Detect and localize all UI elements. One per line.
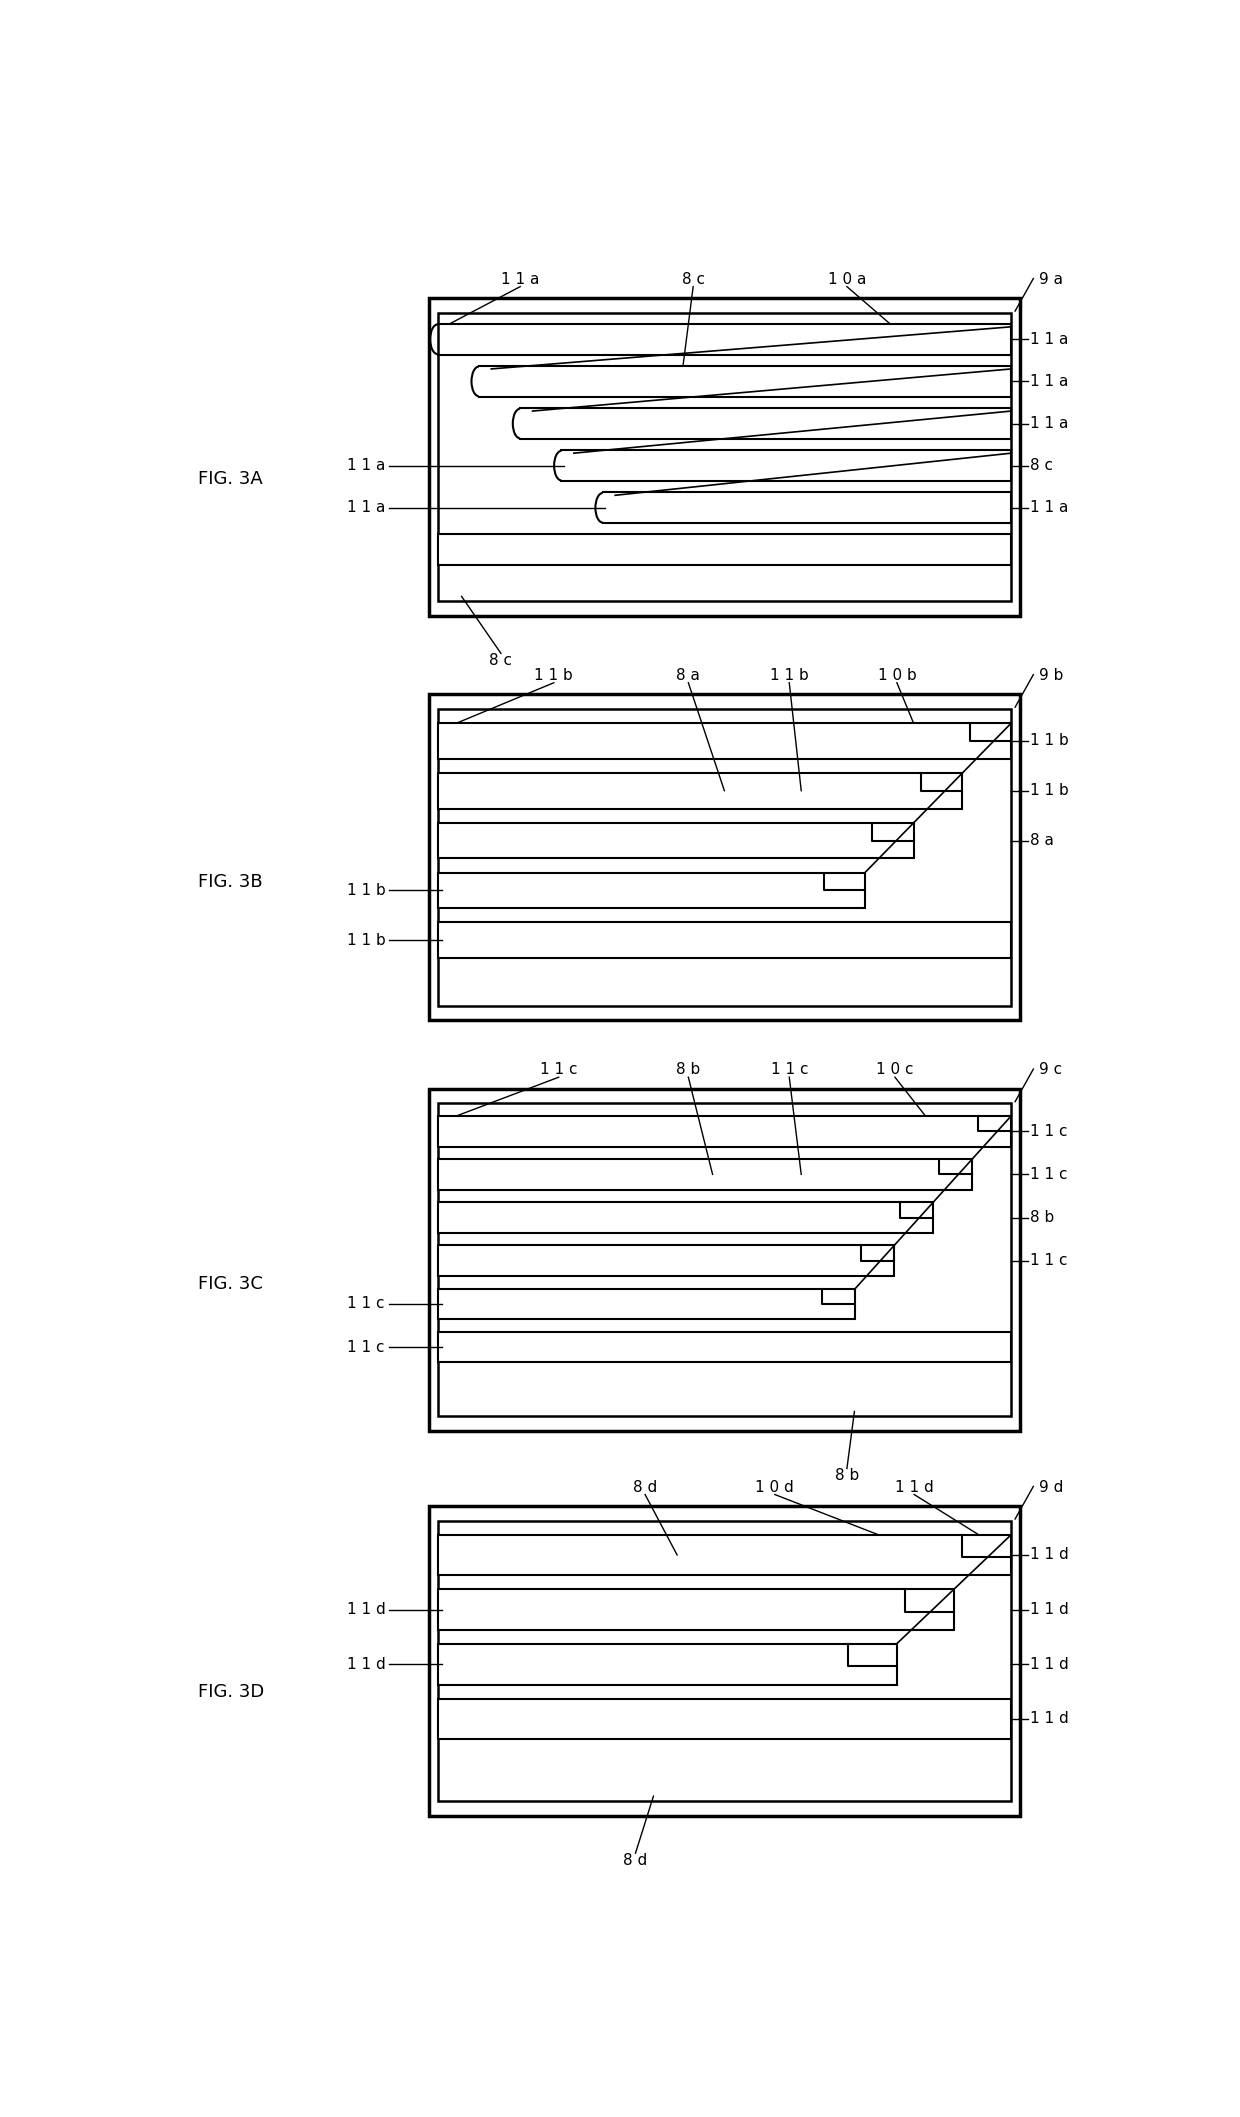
Text: 1 1 b: 1 1 b [534, 667, 573, 684]
Text: 1 1 a: 1 1 a [1029, 332, 1068, 347]
Bar [438, 1202, 934, 1232]
Text: 1 1 d: 1 1 d [1029, 1603, 1068, 1617]
Bar [438, 773, 962, 809]
Bar [438, 1332, 1012, 1363]
Text: 1 1 d: 1 1 d [1029, 1711, 1068, 1727]
Bar [438, 1645, 897, 1685]
Text: 1 1 d: 1 1 d [347, 1603, 386, 1617]
Text: FIG. 3C: FIG. 3C [198, 1274, 263, 1293]
Text: 8 a: 8 a [1029, 834, 1054, 849]
Text: 1 1 c: 1 1 c [347, 1296, 384, 1310]
Text: FIG. 3B: FIG. 3B [198, 872, 263, 891]
Text: 8 c: 8 c [1029, 457, 1053, 472]
Bar [438, 1520, 1012, 1802]
Text: 1 1 b: 1 1 b [1029, 783, 1068, 798]
Text: 1 1 b: 1 1 b [770, 667, 808, 684]
Text: 9 a: 9 a [1039, 271, 1063, 286]
Bar [429, 1505, 1019, 1816]
Text: 1 1 a: 1 1 a [347, 457, 386, 472]
Text: 8 c: 8 c [490, 654, 512, 669]
Bar [438, 709, 1012, 1006]
Text: 1 1 b: 1 1 b [347, 934, 386, 948]
Text: 9 c: 9 c [1039, 1063, 1063, 1078]
Bar [429, 1088, 1019, 1431]
Text: 8 d: 8 d [624, 1852, 647, 1867]
Bar [438, 1103, 1012, 1416]
Text: 1 1 c: 1 1 c [770, 1063, 808, 1078]
Text: 1 1 c: 1 1 c [347, 1340, 384, 1355]
Bar [438, 1590, 954, 1630]
Text: 8 b: 8 b [835, 1469, 859, 1484]
Bar [438, 1535, 1012, 1575]
Bar [438, 1116, 1012, 1147]
Text: 1 1 b: 1 1 b [347, 883, 386, 898]
Text: FIG. 3A: FIG. 3A [198, 470, 263, 489]
Text: 1 1 d: 1 1 d [347, 1658, 386, 1672]
Text: 1 0 c: 1 0 c [877, 1063, 914, 1078]
Bar [438, 313, 1012, 601]
Text: 1 0 b: 1 0 b [878, 667, 916, 684]
Text: 1 1 a: 1 1 a [347, 500, 386, 514]
Text: 1 1 c: 1 1 c [1029, 1124, 1066, 1139]
Text: 1 1 a: 1 1 a [1029, 500, 1068, 514]
Text: 1 1 a: 1 1 a [1029, 375, 1068, 390]
Bar [438, 923, 1012, 959]
Bar [438, 1158, 972, 1190]
Bar [438, 824, 914, 857]
Text: 1 0 d: 1 0 d [755, 1480, 795, 1495]
Text: 9 b: 9 b [1039, 667, 1064, 684]
Bar [438, 724, 1012, 758]
Bar [438, 872, 866, 908]
Text: 1 0 a: 1 0 a [828, 271, 866, 286]
Text: 8 b: 8 b [1029, 1211, 1054, 1226]
Text: FIG. 3D: FIG. 3D [198, 1683, 264, 1700]
Text: 8 a: 8 a [676, 667, 701, 684]
Text: 1 1 c: 1 1 c [1029, 1253, 1066, 1268]
Bar [429, 298, 1019, 616]
Text: 1 1 c: 1 1 c [539, 1063, 578, 1078]
Text: 9 d: 9 d [1039, 1480, 1064, 1495]
Bar [429, 694, 1019, 1020]
Text: 1 1 d: 1 1 d [1029, 1548, 1068, 1562]
Text: 1 1 c: 1 1 c [1029, 1166, 1066, 1181]
Text: 1 1 a: 1 1 a [501, 271, 539, 286]
Text: 8 d: 8 d [632, 1480, 657, 1495]
Text: 8 c: 8 c [682, 271, 704, 286]
Bar [438, 533, 1012, 565]
Text: 1 1 b: 1 1 b [1029, 732, 1068, 749]
Text: 1 1 a: 1 1 a [1029, 417, 1068, 432]
Text: 1 1 d: 1 1 d [895, 1480, 934, 1495]
Bar [438, 1245, 894, 1277]
Bar [438, 1289, 856, 1319]
Text: 8 b: 8 b [676, 1063, 701, 1078]
Text: 1 1 d: 1 1 d [1029, 1658, 1068, 1672]
Bar [438, 1698, 1012, 1740]
